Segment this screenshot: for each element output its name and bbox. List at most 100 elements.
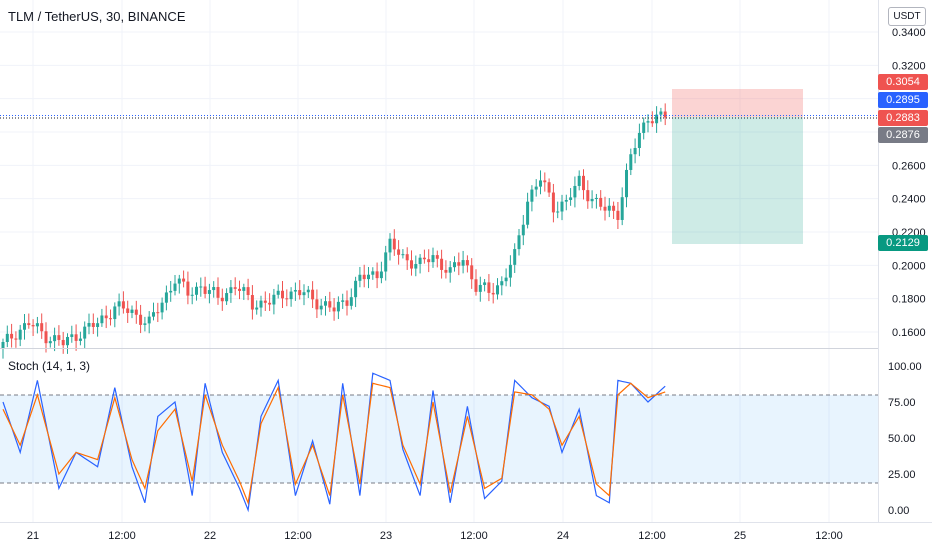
- candle-body: [508, 264, 512, 278]
- candle-body: [612, 205, 616, 211]
- candle-body: [470, 265, 474, 280]
- candle-body: [285, 298, 289, 300]
- time-axis-tick-label: 24: [557, 530, 569, 542]
- candle-body: [109, 318, 112, 320]
- candle-body: [259, 300, 263, 308]
- candle-body: [126, 308, 130, 313]
- candle-body: [435, 255, 439, 259]
- candle-body: [650, 121, 654, 124]
- candle-body: [70, 334, 74, 337]
- candle-body: [27, 323, 31, 326]
- price-axis-tick-label: 0.2600: [892, 160, 926, 172]
- stoch-lines-group: [2, 372, 666, 513]
- candle-body: [642, 122, 646, 133]
- candle-body: [96, 323, 100, 327]
- candle-body: [130, 309, 134, 313]
- time-axis-tick-label: 12:00: [108, 530, 136, 542]
- stoch-axis-tick-label: 25.00: [888, 469, 916, 481]
- candle-body: [152, 312, 155, 317]
- candle-body: [599, 197, 603, 207]
- candle-body: [491, 292, 495, 295]
- candle-body: [147, 316, 151, 324]
- candle-body: [182, 278, 186, 282]
- candle-body: [483, 282, 487, 285]
- candle-body: [78, 338, 82, 341]
- candle-body: [539, 180, 542, 187]
- candle-body: [293, 290, 297, 292]
- candle-body: [238, 288, 241, 291]
- candle-body: [328, 301, 332, 308]
- candle-body: [289, 291, 293, 300]
- candle-body: [655, 114, 659, 124]
- candle-body: [526, 201, 530, 225]
- candle-body: [625, 169, 628, 198]
- candle-body: [410, 260, 413, 269]
- candle-body: [384, 252, 388, 272]
- candle-body: [551, 192, 555, 213]
- candle-body: [14, 338, 18, 340]
- candle-body: [48, 341, 52, 344]
- candle-body: [358, 274, 362, 281]
- candle-body: [220, 297, 224, 302]
- candle-body: [556, 211, 560, 213]
- candle-body: [607, 205, 611, 211]
- stoch-band: [0, 395, 878, 483]
- candle-body: [1, 342, 5, 349]
- take-profit-zone[interactable]: [672, 117, 803, 244]
- candle-body: [100, 315, 104, 324]
- candle-body: [594, 197, 598, 199]
- candle-body: [637, 132, 641, 148]
- stoch-axis-tick-label: 0.00: [888, 505, 909, 517]
- candle-body: [229, 287, 233, 294]
- candle-body: [272, 294, 276, 305]
- candle-body: [74, 334, 78, 341]
- currency-unit-button[interactable]: USDT: [888, 7, 926, 26]
- candle-body: [354, 280, 358, 298]
- candle-body: [362, 274, 366, 280]
- x-axis-ticks: 21 12:00 22 12:00 23 12:00 24 12:00 25 12:00: [27, 530, 843, 542]
- candle-body: [616, 210, 620, 220]
- candle-body: [457, 262, 461, 266]
- candle-body: [315, 299, 319, 310]
- candle-body: [590, 198, 594, 202]
- candle-body: [190, 294, 194, 296]
- candle-body: [345, 300, 349, 306]
- stoch-indicator-title: Stoch (14, 1, 3): [8, 359, 91, 373]
- candle-body: [422, 257, 426, 260]
- candle-body: [91, 322, 95, 327]
- price-axis-tick-label: 0.1600: [892, 327, 926, 339]
- candle-body: [517, 235, 521, 250]
- candle-body: [242, 287, 246, 291]
- time-axis-tick-label: 25: [734, 530, 746, 542]
- candle-body: [57, 335, 61, 340]
- candle-body: [156, 312, 160, 314]
- candle-body: [306, 289, 310, 293]
- candle-body: [324, 301, 327, 306]
- candle-body: [478, 284, 482, 292]
- candle-body: [487, 282, 491, 293]
- stop-loss-price-tag: 0.3054: [878, 74, 928, 90]
- candle-body: [633, 147, 637, 155]
- candle-body: [620, 197, 624, 220]
- grid-lines: [0, 0, 878, 522]
- candle-body: [117, 301, 121, 307]
- candle-body: [379, 271, 383, 279]
- candle-body: [547, 182, 551, 193]
- candle-body: [40, 323, 44, 332]
- candle-body: [233, 287, 237, 289]
- candle-body: [375, 271, 379, 279]
- candle-body: [582, 175, 585, 191]
- candle-body: [573, 185, 577, 198]
- candle-body: [225, 293, 229, 302]
- candle-body: [177, 278, 181, 284]
- candle-body: [164, 292, 168, 303]
- candle-body: [302, 292, 306, 296]
- last-price-tag: 0.2895: [878, 92, 928, 108]
- time-axis-tick-label: 23: [380, 530, 392, 542]
- candle-body: [444, 269, 448, 273]
- stop-loss-zone[interactable]: [672, 89, 803, 117]
- candle-body: [405, 254, 409, 261]
- candle-body: [465, 260, 469, 266]
- target-price-tag: 0.2129: [878, 235, 928, 251]
